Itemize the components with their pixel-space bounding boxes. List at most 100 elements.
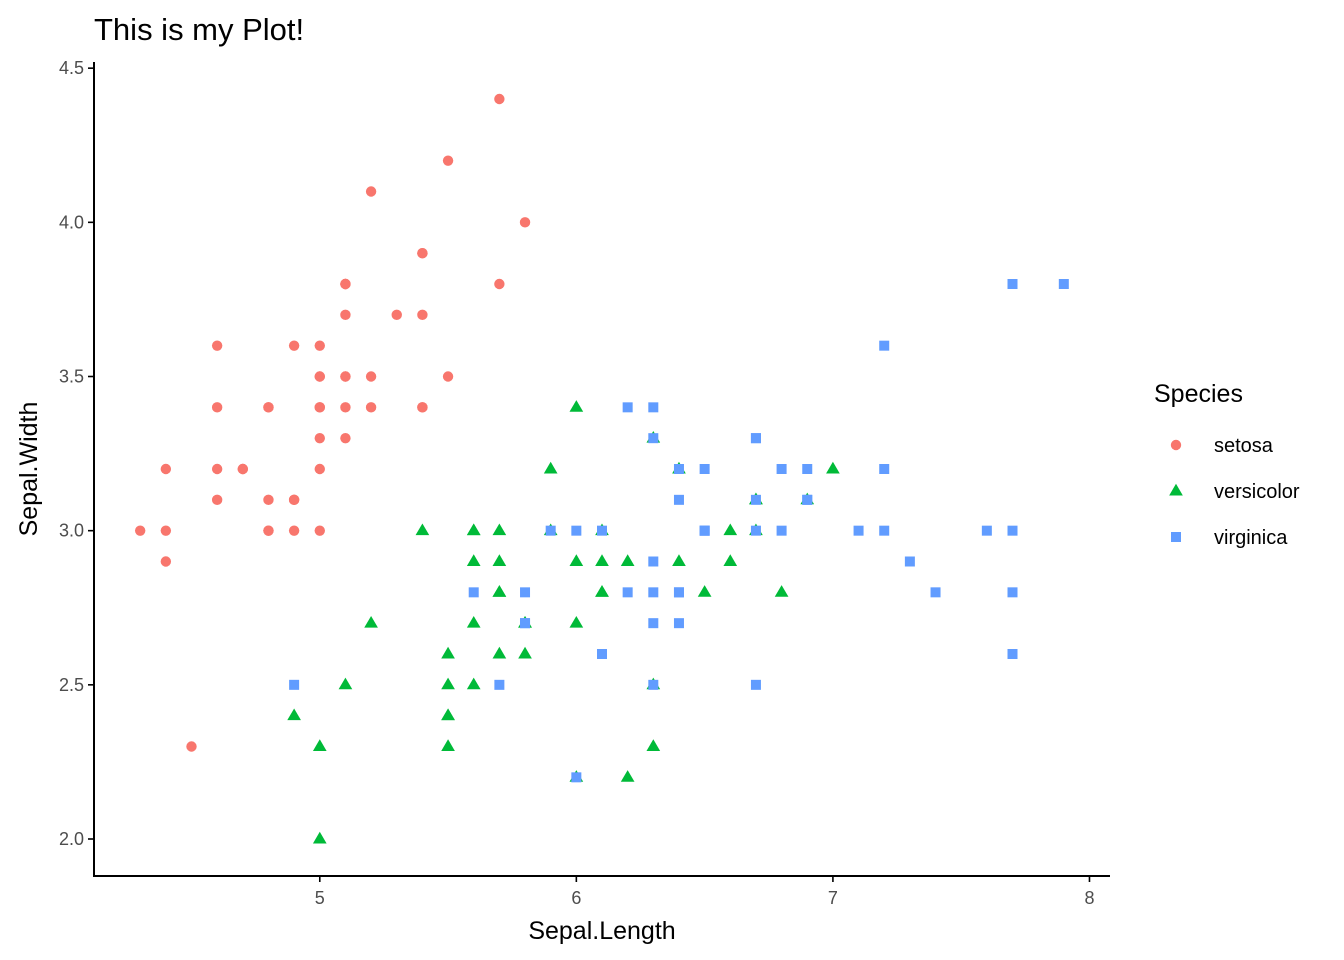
y-tick-label: 4.5 bbox=[59, 58, 84, 78]
y-tick-label: 4.0 bbox=[59, 212, 84, 232]
point-setosa bbox=[340, 432, 351, 444]
legend-items: setosa versicolor virginica bbox=[1169, 435, 1300, 549]
legend-key-setosa bbox=[1170, 439, 1182, 451]
point-virginica bbox=[879, 464, 890, 474]
point-virginica bbox=[648, 433, 659, 444]
legend: Species setosa versicolor virginica bbox=[1154, 380, 1300, 549]
point-virginica bbox=[750, 525, 761, 536]
point-setosa bbox=[494, 278, 505, 290]
point-versicolor bbox=[312, 739, 327, 751]
point-setosa bbox=[340, 402, 351, 413]
series-setosa bbox=[134, 93, 531, 752]
point-versicolor bbox=[466, 523, 481, 536]
point-virginica bbox=[622, 587, 633, 598]
point-versicolor bbox=[287, 708, 301, 721]
chart-title: This is my Plot! bbox=[94, 12, 304, 47]
point-versicolor bbox=[723, 554, 738, 566]
point-virginica bbox=[776, 525, 787, 536]
point-virginica bbox=[648, 587, 659, 598]
point-virginica bbox=[1007, 525, 1018, 536]
point-versicolor bbox=[697, 585, 712, 597]
point-versicolor bbox=[338, 677, 353, 690]
point-virginica bbox=[904, 556, 915, 567]
series-virginica bbox=[289, 279, 1069, 783]
point-setosa bbox=[519, 217, 531, 228]
y-axis-title: Sepal.Width bbox=[15, 402, 43, 537]
point-setosa bbox=[263, 525, 274, 536]
point-versicolor bbox=[441, 708, 455, 721]
point-virginica bbox=[520, 587, 531, 598]
x-tick-label: 8 bbox=[1084, 888, 1094, 908]
x-tick-label: 6 bbox=[571, 888, 581, 908]
point-versicolor bbox=[518, 646, 532, 659]
point-virginica bbox=[1007, 587, 1018, 598]
point-virginica bbox=[776, 464, 787, 474]
point-versicolor bbox=[415, 523, 430, 536]
point-setosa bbox=[211, 494, 223, 506]
point-setosa bbox=[314, 340, 325, 351]
point-virginica bbox=[1007, 279, 1018, 289]
y-axis-ticks: 2.0 2.5 3.0 3.5 4.0 4.5 bbox=[59, 58, 94, 849]
point-virginica bbox=[597, 525, 607, 536]
point-versicolor bbox=[312, 831, 327, 844]
point-setosa bbox=[314, 371, 325, 382]
point-versicolor bbox=[543, 461, 558, 474]
y-tick-label: 3.0 bbox=[59, 521, 84, 541]
point-virginica bbox=[673, 494, 684, 505]
point-versicolor bbox=[672, 554, 686, 566]
point-versicolor bbox=[646, 739, 661, 751]
point-versicolor bbox=[595, 554, 609, 566]
legend-key-versicolor bbox=[1169, 483, 1183, 496]
point-virginica bbox=[673, 587, 684, 598]
point-setosa bbox=[314, 525, 325, 536]
point-setosa bbox=[365, 186, 377, 197]
point-setosa bbox=[417, 247, 428, 259]
point-versicolor bbox=[826, 461, 840, 474]
point-virginica bbox=[648, 618, 659, 629]
point-setosa bbox=[288, 340, 300, 351]
data-points bbox=[134, 93, 1069, 844]
legend-label-setosa: setosa bbox=[1214, 435, 1274, 457]
point-versicolor bbox=[492, 523, 507, 536]
x-axis-title: Sepal.Length bbox=[528, 917, 675, 945]
point-versicolor bbox=[441, 677, 455, 690]
point-virginica bbox=[571, 525, 582, 536]
point-setosa bbox=[211, 463, 223, 475]
point-setosa bbox=[314, 463, 325, 475]
point-setosa bbox=[442, 155, 454, 166]
point-versicolor bbox=[466, 615, 481, 628]
point-setosa bbox=[288, 525, 300, 536]
point-setosa bbox=[391, 309, 402, 321]
legend-key-virginica bbox=[1171, 532, 1181, 542]
point-virginica bbox=[673, 464, 684, 474]
x-tick-label: 5 bbox=[315, 888, 325, 908]
x-axis-ticks: 5 6 7 8 bbox=[315, 876, 1094, 908]
point-setosa bbox=[288, 494, 300, 506]
point-virginica bbox=[571, 772, 582, 783]
point-setosa bbox=[417, 309, 428, 321]
point-versicolor bbox=[441, 739, 455, 751]
point-virginica bbox=[1007, 649, 1018, 659]
y-tick-label: 2.5 bbox=[59, 675, 84, 695]
point-virginica bbox=[879, 340, 890, 351]
point-setosa bbox=[340, 371, 351, 382]
point-setosa bbox=[340, 278, 351, 290]
point-virginica bbox=[673, 618, 684, 629]
point-setosa bbox=[494, 93, 505, 105]
point-virginica bbox=[853, 525, 864, 536]
point-versicolor bbox=[774, 585, 789, 597]
point-virginica bbox=[1058, 279, 1069, 289]
point-setosa bbox=[237, 463, 249, 475]
point-setosa bbox=[186, 741, 197, 752]
point-virginica bbox=[468, 587, 479, 598]
point-versicolor bbox=[569, 400, 584, 412]
point-versicolor bbox=[620, 770, 635, 782]
point-virginica bbox=[802, 464, 813, 474]
point-virginica bbox=[879, 525, 890, 536]
point-versicolor bbox=[441, 646, 455, 659]
point-setosa bbox=[263, 494, 274, 506]
legend-title: Species bbox=[1154, 380, 1243, 408]
legend-item-setosa: setosa bbox=[1170, 435, 1274, 457]
point-versicolor bbox=[723, 523, 738, 536]
point-virginica bbox=[750, 494, 761, 505]
